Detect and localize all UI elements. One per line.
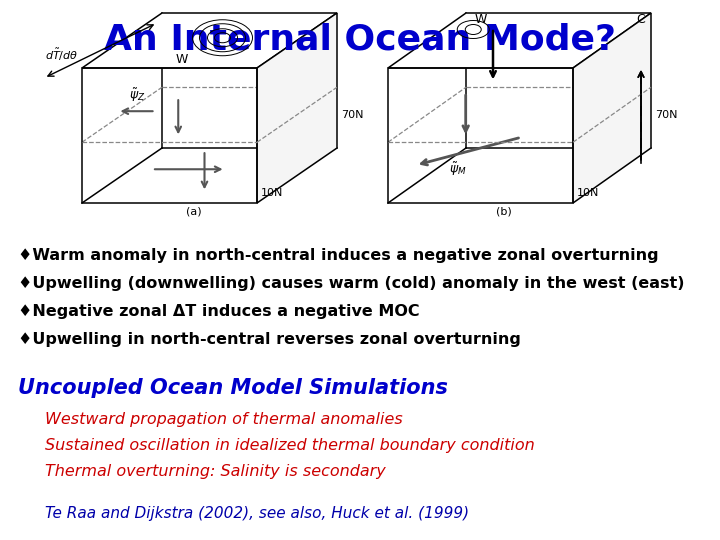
- Text: W: W: [474, 13, 487, 26]
- Polygon shape: [82, 13, 337, 68]
- Text: ♦Upwelling (downwelling) causes warm (cold) anomaly in the west (east): ♦Upwelling (downwelling) causes warm (co…: [18, 276, 685, 291]
- Polygon shape: [573, 13, 651, 203]
- Text: ♦Negative zonal ΔT induces a negative MOC: ♦Negative zonal ΔT induces a negative MO…: [18, 304, 420, 319]
- Polygon shape: [257, 13, 337, 203]
- Polygon shape: [388, 13, 651, 68]
- Text: 10N: 10N: [577, 188, 599, 198]
- Text: $\tilde{\psi}_M$: $\tilde{\psi}_M$: [449, 161, 467, 178]
- Text: An Internal Ocean Mode?: An Internal Ocean Mode?: [104, 22, 616, 56]
- Text: 70N: 70N: [341, 110, 364, 120]
- Text: Sustained oscillation in idealized thermal boundary condition: Sustained oscillation in idealized therm…: [45, 438, 535, 453]
- Text: W: W: [175, 53, 188, 66]
- Text: ♦Upwelling in north-central reverses zonal overturning: ♦Upwelling in north-central reverses zon…: [18, 332, 521, 347]
- Text: Uncoupled Ocean Model Simulations: Uncoupled Ocean Model Simulations: [18, 378, 448, 398]
- Text: C: C: [636, 13, 645, 26]
- Text: (a): (a): [186, 207, 202, 217]
- Text: $d\tilde{T}/d\theta$: $d\tilde{T}/d\theta$: [45, 47, 78, 63]
- Text: 70N: 70N: [655, 110, 678, 120]
- Text: Te Raa and Dijkstra (2002), see also, Huck et al. (1999): Te Raa and Dijkstra (2002), see also, Hu…: [45, 506, 469, 521]
- Text: (b): (b): [496, 207, 512, 217]
- Text: $\tilde{\psi}_Z$: $\tilde{\psi}_Z$: [129, 87, 145, 104]
- Text: ♦Warm anomaly in north-central induces a negative zonal overturning: ♦Warm anomaly in north-central induces a…: [18, 248, 659, 263]
- Text: Thermal overturning: Salinity is secondary: Thermal overturning: Salinity is seconda…: [45, 464, 386, 479]
- Text: 10N: 10N: [261, 188, 284, 198]
- Text: Westward propagation of thermal anomalies: Westward propagation of thermal anomalie…: [45, 412, 402, 427]
